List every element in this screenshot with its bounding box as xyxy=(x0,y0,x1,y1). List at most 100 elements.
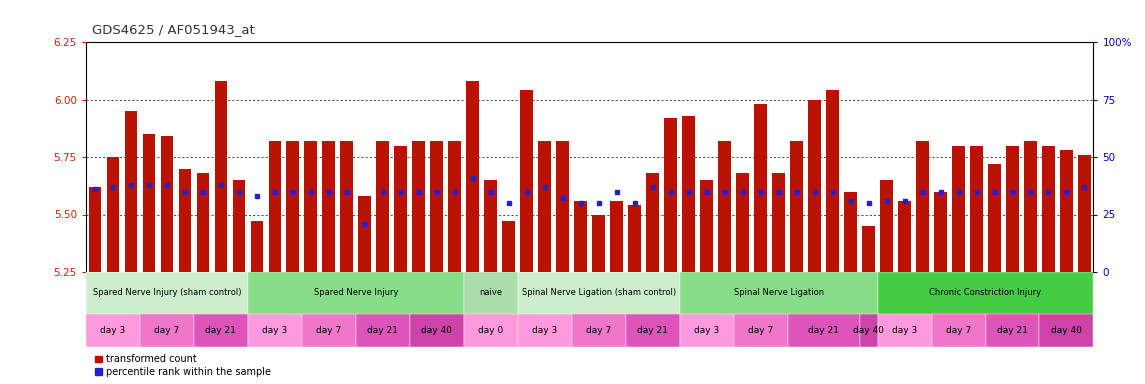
Text: Spared Nerve Injury: Spared Nerve Injury xyxy=(314,288,398,297)
Bar xyxy=(571,314,625,347)
Bar xyxy=(464,272,518,314)
Bar xyxy=(734,314,788,347)
Bar xyxy=(538,141,551,272)
Text: Spinal Nerve Ligation (sham control): Spinal Nerve Ligation (sham control) xyxy=(522,288,676,297)
Bar xyxy=(232,180,245,272)
Bar xyxy=(827,91,839,272)
Bar xyxy=(844,192,856,272)
Bar xyxy=(377,141,389,272)
Bar xyxy=(194,314,247,347)
Bar xyxy=(412,141,425,272)
Bar xyxy=(877,272,1093,314)
Text: day 3: day 3 xyxy=(262,326,287,335)
Bar xyxy=(881,180,893,272)
Bar xyxy=(772,173,784,272)
Bar xyxy=(898,201,910,272)
Bar xyxy=(629,205,641,272)
Bar xyxy=(464,314,518,347)
Bar xyxy=(503,222,515,272)
Text: day 40: day 40 xyxy=(421,326,452,335)
Bar xyxy=(986,314,1040,347)
Text: day 21: day 21 xyxy=(808,326,839,335)
Bar xyxy=(860,314,877,347)
Bar xyxy=(988,164,1001,272)
Bar xyxy=(646,173,660,272)
Bar xyxy=(286,141,299,272)
Bar xyxy=(358,196,371,272)
Bar xyxy=(356,314,410,347)
Bar xyxy=(664,118,677,272)
Text: day 3: day 3 xyxy=(532,326,558,335)
Bar xyxy=(932,314,986,347)
Text: Spared Nerve Injury (sham control): Spared Nerve Injury (sham control) xyxy=(93,288,242,297)
Bar xyxy=(625,314,680,347)
Bar xyxy=(1060,150,1073,272)
Text: day 7: day 7 xyxy=(586,326,611,335)
Bar xyxy=(680,314,734,347)
Bar xyxy=(1040,314,1093,347)
Text: day 3: day 3 xyxy=(892,326,917,335)
Bar xyxy=(755,104,767,272)
Text: GDS4625 / AF051943_at: GDS4625 / AF051943_at xyxy=(92,23,254,36)
Bar xyxy=(466,81,479,272)
Bar xyxy=(556,141,569,272)
Bar xyxy=(592,215,605,272)
Bar xyxy=(680,272,877,314)
Bar xyxy=(970,146,982,272)
Bar xyxy=(682,116,695,272)
Bar xyxy=(86,314,140,347)
Text: day 7: day 7 xyxy=(946,326,971,335)
Bar xyxy=(197,173,210,272)
Text: day 40: day 40 xyxy=(1051,326,1082,335)
Bar xyxy=(305,141,317,272)
Bar xyxy=(302,314,356,347)
Bar xyxy=(431,141,443,272)
Bar xyxy=(518,314,571,347)
Legend: transformed count, percentile rank within the sample: transformed count, percentile rank withi… xyxy=(90,351,275,381)
Bar xyxy=(862,226,875,272)
Bar xyxy=(88,187,101,272)
Bar xyxy=(788,314,860,347)
Bar xyxy=(247,314,302,347)
Bar xyxy=(877,314,932,347)
Bar xyxy=(340,141,353,272)
Bar xyxy=(160,136,173,272)
Bar xyxy=(323,141,335,272)
Bar xyxy=(1042,146,1055,272)
Text: day 7: day 7 xyxy=(155,326,180,335)
Text: day 40: day 40 xyxy=(853,326,884,335)
Text: naive: naive xyxy=(479,288,503,297)
Bar xyxy=(251,222,263,272)
Bar xyxy=(934,192,947,272)
Text: day 21: day 21 xyxy=(997,326,1028,335)
Bar xyxy=(953,146,965,272)
Bar xyxy=(1079,155,1091,272)
Bar xyxy=(736,173,749,272)
Bar xyxy=(575,201,587,272)
Bar xyxy=(394,146,406,272)
Bar xyxy=(125,111,137,272)
Text: day 7: day 7 xyxy=(316,326,341,335)
Text: day 3: day 3 xyxy=(694,326,719,335)
Bar xyxy=(718,141,731,272)
Bar xyxy=(916,141,929,272)
Text: day 21: day 21 xyxy=(368,326,398,335)
Bar xyxy=(179,169,191,272)
Bar xyxy=(142,134,155,272)
Bar xyxy=(214,81,227,272)
Text: day 0: day 0 xyxy=(479,326,504,335)
Bar xyxy=(610,201,623,272)
Bar xyxy=(247,272,464,314)
Bar xyxy=(1024,141,1037,272)
Bar xyxy=(449,141,461,272)
Bar xyxy=(808,100,821,272)
Bar xyxy=(86,272,247,314)
Bar xyxy=(520,91,532,272)
Text: Chronic Constriction Injury: Chronic Constriction Injury xyxy=(930,288,1042,297)
Bar xyxy=(86,272,1093,384)
Text: Spinal Nerve Ligation: Spinal Nerve Ligation xyxy=(734,288,823,297)
Bar xyxy=(410,314,464,347)
Bar xyxy=(484,180,497,272)
Text: day 21: day 21 xyxy=(205,326,236,335)
Bar xyxy=(106,157,119,272)
